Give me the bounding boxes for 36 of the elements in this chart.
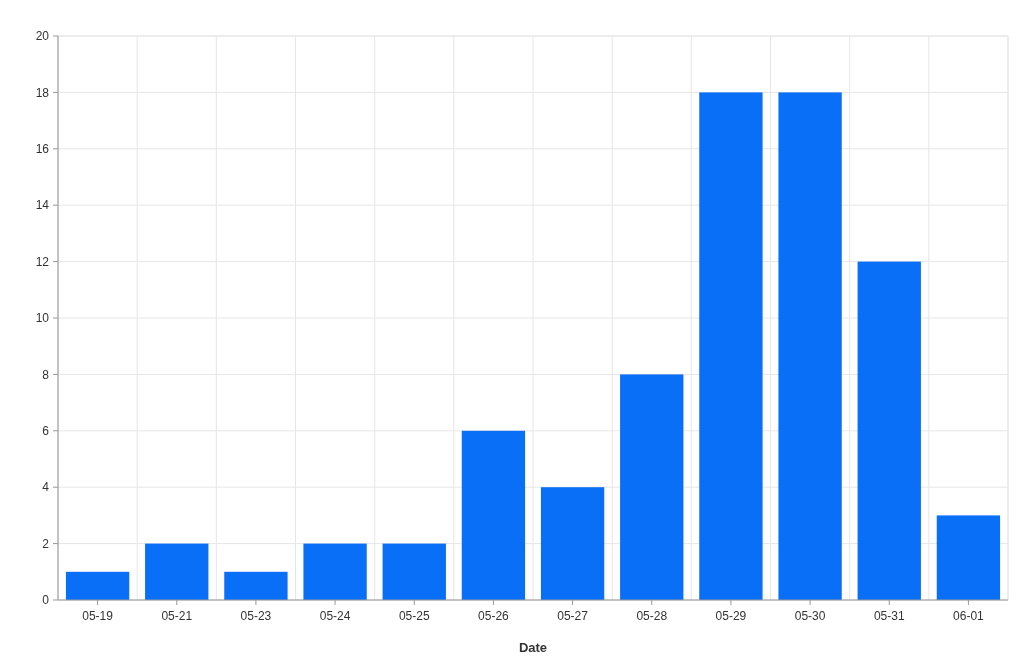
x-tick-label: 05-26 bbox=[478, 609, 510, 623]
bar bbox=[224, 571, 288, 600]
y-tick-label: 8 bbox=[42, 367, 50, 382]
x-tick-label: 06-01 bbox=[953, 609, 985, 623]
y-tick-label: 10 bbox=[35, 311, 50, 326]
x-tick-label: 05-21 bbox=[161, 609, 193, 623]
y-tick-label: 14 bbox=[35, 198, 50, 213]
x-axis-title: Date bbox=[518, 640, 548, 655]
x-tick-label: 05-27 bbox=[557, 609, 589, 623]
x-tick-label: 05-24 bbox=[319, 609, 351, 623]
bar bbox=[145, 543, 209, 600]
y-tick-label: 20 bbox=[35, 29, 50, 44]
bar bbox=[936, 515, 1001, 600]
x-tick-label: 05-25 bbox=[398, 609, 430, 623]
bar bbox=[857, 261, 921, 600]
y-tick-label: 6 bbox=[42, 424, 50, 438]
x-tick-label: 05-23 bbox=[240, 609, 272, 623]
x-tick-label: 05-30 bbox=[794, 609, 826, 623]
x-tick-label: 05-31 bbox=[873, 609, 905, 623]
bar bbox=[778, 92, 842, 600]
y-tick-label: 12 bbox=[35, 254, 50, 269]
y-tick-label: 16 bbox=[35, 142, 50, 156]
x-tick-label: 05-19 bbox=[82, 609, 114, 623]
y-tick-label: 18 bbox=[35, 85, 50, 100]
x-tick-label: 05-29 bbox=[715, 609, 747, 623]
bar bbox=[620, 374, 684, 600]
bar bbox=[303, 543, 367, 600]
bar bbox=[65, 571, 130, 600]
bar bbox=[382, 543, 446, 600]
bar bbox=[461, 430, 526, 600]
x-tick-label: 05-28 bbox=[636, 609, 668, 623]
bar bbox=[699, 92, 763, 600]
bar bbox=[540, 487, 605, 600]
y-tick-label: 0 bbox=[42, 593, 50, 608]
y-tick-label: 4 bbox=[42, 480, 50, 495]
y-tick-label: 2 bbox=[42, 536, 50, 551]
